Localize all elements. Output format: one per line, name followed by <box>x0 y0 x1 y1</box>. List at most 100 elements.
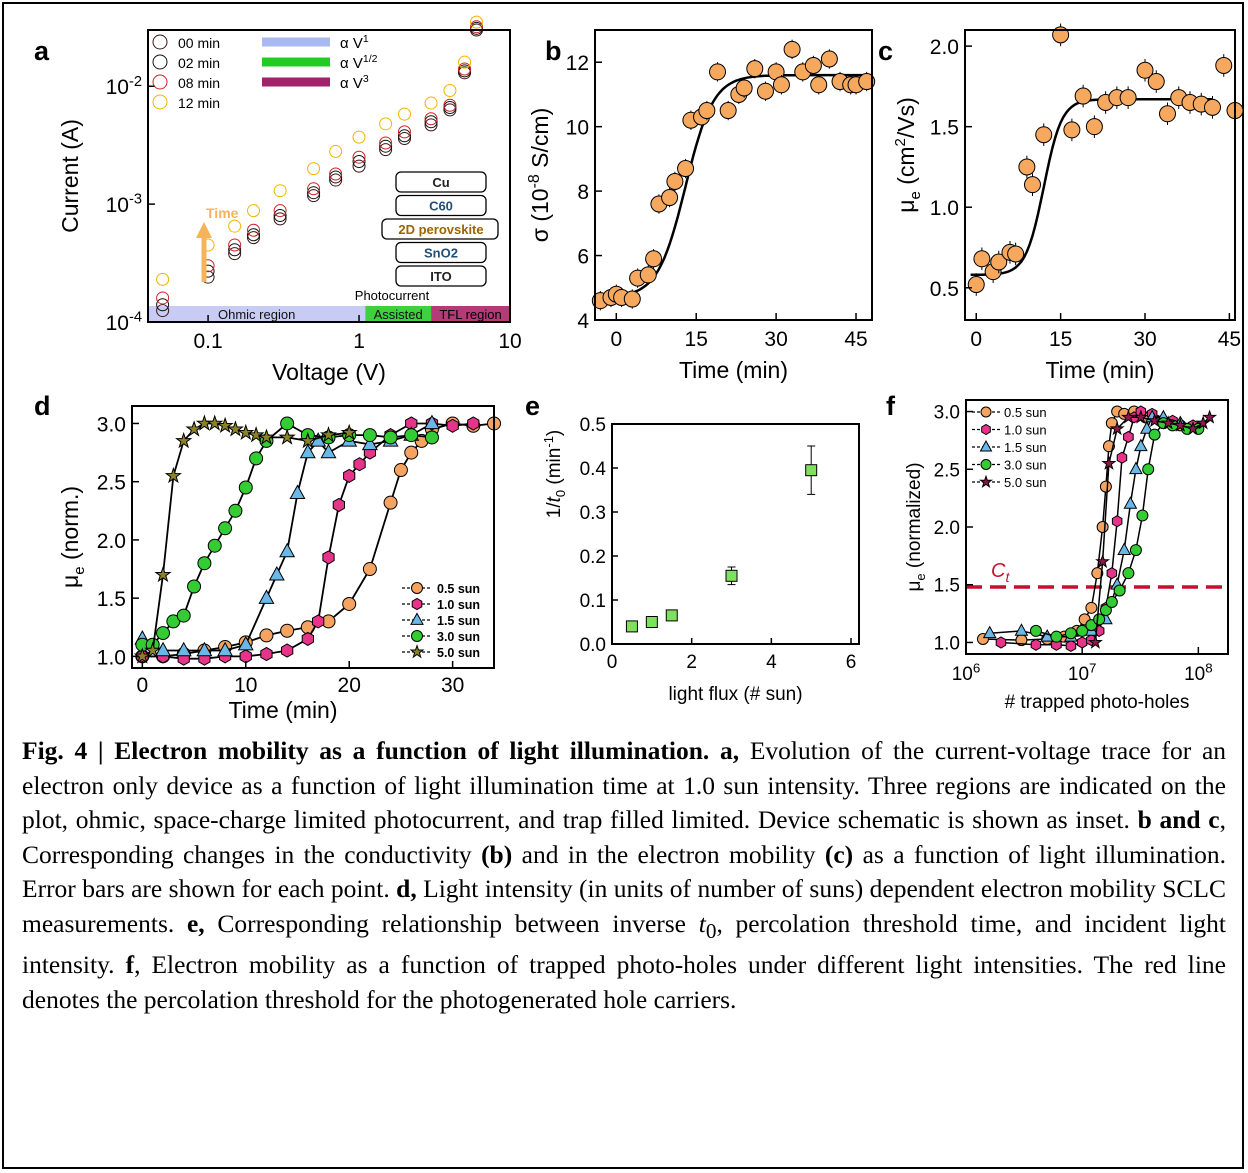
stack-layer-3 <box>395 241 487 264</box>
point <box>1074 87 1092 105</box>
point <box>343 468 356 483</box>
point <box>383 430 398 445</box>
tick-label: 0.0 <box>580 635 606 656</box>
stack-label-4: ITO <box>430 269 451 284</box>
tick-label: 30 <box>441 674 464 697</box>
region-label-2: TFL region <box>439 307 501 322</box>
point <box>289 484 306 500</box>
photocurrent-label: Photocurrent <box>355 288 430 303</box>
point <box>458 62 472 76</box>
axis-label-x: Voltage (V) <box>272 359 386 385</box>
point <box>1085 601 1098 614</box>
point <box>1159 105 1176 123</box>
point <box>735 79 753 97</box>
point <box>623 290 641 308</box>
legend-label: 5.0 sun <box>1004 475 1047 490</box>
point <box>1133 438 1148 452</box>
point <box>353 457 366 472</box>
point <box>1139 421 1154 434</box>
point <box>226 420 244 437</box>
point <box>279 542 296 558</box>
point <box>1099 480 1112 493</box>
plot-frame <box>964 29 1236 321</box>
fit-legend-label: α V1/2 <box>340 53 378 72</box>
panel-label-e: e <box>525 391 540 421</box>
legend-marker <box>409 644 425 659</box>
point <box>1018 158 1036 176</box>
point <box>1091 567 1104 580</box>
tick-label: 15 <box>685 328 708 351</box>
panel-b: b 0 15 30 45 4 6 8 10 12 Time (min) σ (10-8 S/cm) <box>526 29 876 383</box>
point <box>1116 451 1128 464</box>
point <box>247 204 261 218</box>
point <box>397 107 411 121</box>
tick-label: 10-2 <box>106 74 142 99</box>
point <box>1122 567 1135 580</box>
tick-label: 12 <box>566 52 589 75</box>
caption-f-label: f <box>125 950 135 980</box>
point <box>187 579 202 594</box>
stack-label-1: C60 <box>429 199 453 214</box>
tick-label: 10-3 <box>106 192 142 217</box>
point <box>467 416 480 431</box>
axis-label-y: μe (normalized) <box>904 462 928 591</box>
point <box>756 82 774 100</box>
plot-frame <box>611 423 860 645</box>
caption-e-text1: Corresponding relationship between inver… <box>217 908 687 938</box>
point <box>1024 176 1041 194</box>
legend-marker <box>980 406 992 418</box>
region-band-2 <box>431 306 510 322</box>
point <box>1093 613 1106 626</box>
point <box>443 98 457 112</box>
figure-panels: a Ohmic region Assisted TFL region Photocurr… <box>34 15 1244 723</box>
caption-bc-label: b and c <box>1137 805 1220 834</box>
point <box>379 143 393 157</box>
point <box>228 503 243 518</box>
point <box>1128 461 1143 475</box>
point <box>156 304 170 318</box>
point <box>273 204 287 218</box>
point <box>207 538 222 553</box>
point <box>238 480 253 495</box>
time-label: Time <box>206 205 239 221</box>
point <box>280 416 295 431</box>
point <box>973 250 991 268</box>
point <box>397 125 411 139</box>
point <box>1136 509 1149 522</box>
caption-d-text: Light intensity (in units of number of s… <box>22 874 1227 938</box>
point <box>404 428 419 443</box>
point <box>1106 567 1118 580</box>
point <box>424 96 438 110</box>
point <box>247 231 261 245</box>
point <box>424 430 439 445</box>
tick-label: 45 <box>844 328 867 351</box>
point <box>1147 412 1163 428</box>
tick-label: 108 <box>1184 660 1213 685</box>
point <box>990 253 1008 271</box>
point <box>423 414 440 430</box>
point <box>260 646 273 662</box>
point <box>379 136 393 150</box>
point <box>281 643 294 658</box>
legend-marker <box>152 74 168 90</box>
point <box>329 167 343 181</box>
tick-label: 30 <box>1133 328 1156 351</box>
point <box>156 298 170 312</box>
legend-marker <box>152 34 168 50</box>
axis-label-x: light flux (# sun) <box>668 684 802 705</box>
point <box>967 276 985 294</box>
point <box>218 521 233 536</box>
caption-bc-text1: , Corresponding changes in the conductiv… <box>22 805 1226 869</box>
legend-label: 00 min <box>178 35 220 51</box>
legend-label: 02 min <box>178 55 220 71</box>
point <box>273 212 287 226</box>
stack-layer-2 <box>381 218 499 240</box>
legend-marker <box>978 474 994 488</box>
point <box>625 620 638 633</box>
point <box>639 266 657 284</box>
fit-legend-label: α V1 <box>340 33 369 52</box>
region-label-1: Assisted <box>374 307 423 322</box>
point <box>196 641 213 657</box>
tick-label: 45 <box>1218 328 1241 351</box>
